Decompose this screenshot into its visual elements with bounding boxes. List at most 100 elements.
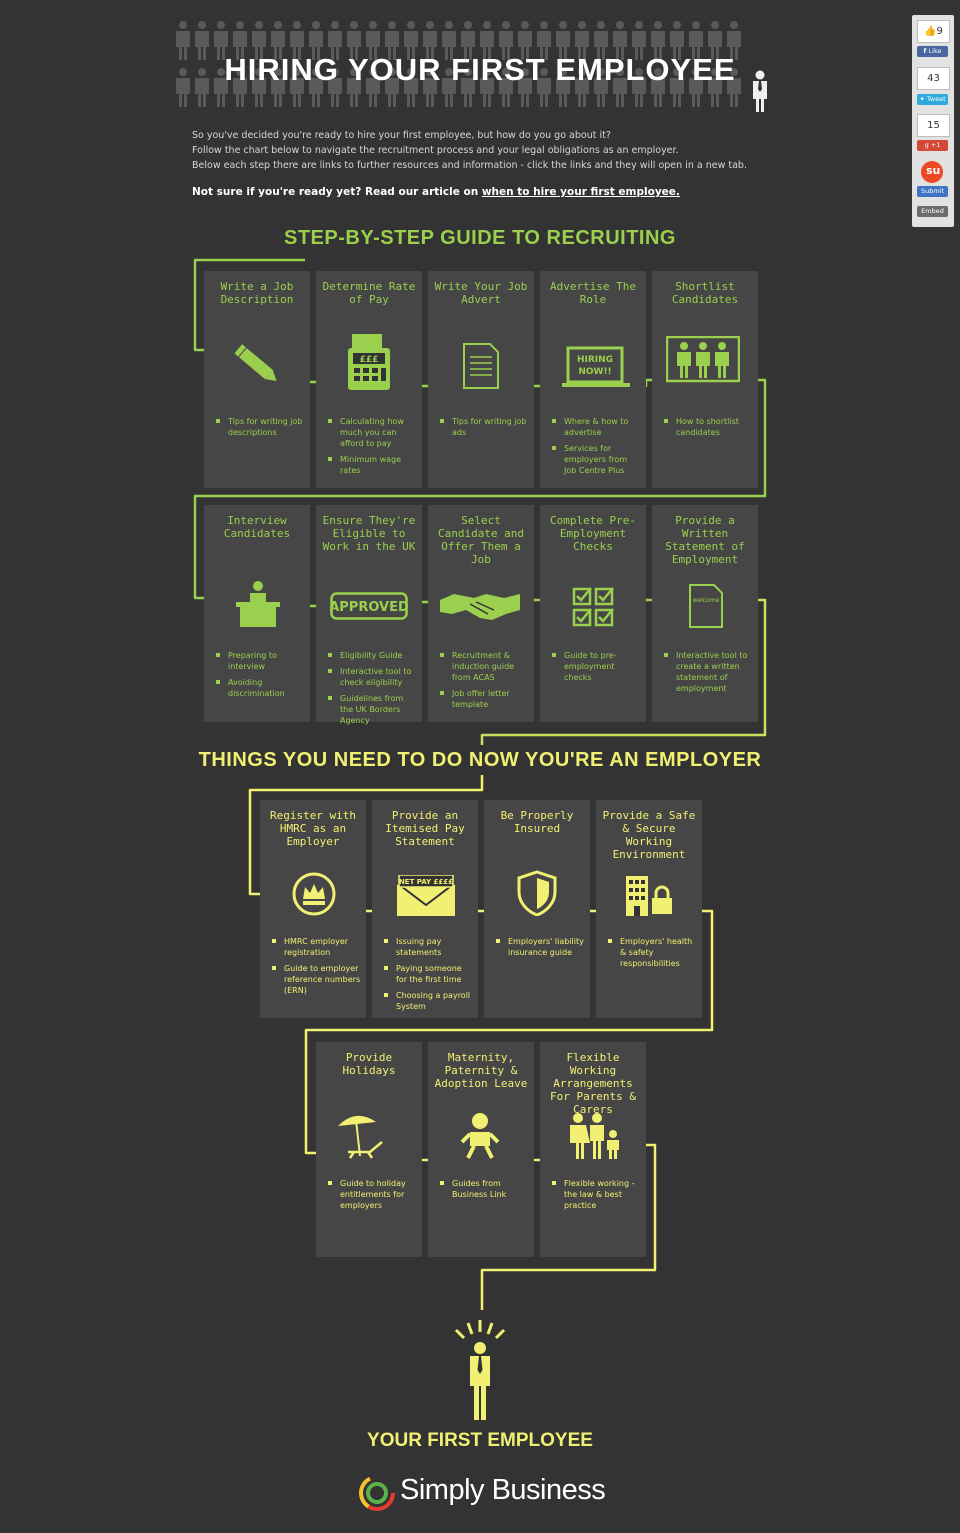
crowd-person-head [673,21,681,29]
crowd-person-head [407,68,415,76]
resource-link[interactable]: Calculating how much you can afford to p… [328,416,418,449]
resource-link[interactable]: HMRC employer registration [272,936,362,958]
crowd-person-head [331,21,339,29]
resource-links: Tips for writing job descriptions [216,416,306,443]
crowd-person-body [214,78,228,107]
crowd-person-head [331,68,339,76]
crowd-person-head [540,68,548,76]
resource-link[interactable]: Guidelines from the UK Borders Agency [328,693,418,726]
stumbleupon-submit-button[interactable]: Submit [917,186,948,197]
resource-links: Issuing pay statements Paying someone for… [384,936,474,1017]
resource-link[interactable]: Employers' liability insurance guide [496,936,586,958]
crown-seal-icon [292,872,336,916]
crowd-person-head [559,68,567,76]
resource-link[interactable]: Paying someone for the first time [384,963,474,985]
resource-links: How to shortlist candidates [664,416,754,443]
step-card: Ensure They're Eligible to Work in the U… [316,505,422,725]
resource-links: Tips for writing job ads [440,416,530,443]
resource-link[interactable]: Tips for writing job ads [440,416,530,438]
crowd-person-head [236,21,244,29]
tweet-count: 43 [917,67,950,90]
crowd-person-body [613,31,627,60]
crowd-person-body [290,31,304,60]
resource-link[interactable]: Guide to pre-employment checks [552,650,642,683]
calculator-currency-label: £££ [360,355,379,365]
resource-link[interactable]: Interactive tool to check eligibility [328,666,418,688]
crowd-person-head [445,68,453,76]
twitter-bird-icon: ✦ [919,95,925,103]
resource-links: Preparing to interview Avoiding discrimin… [216,650,306,704]
page-title: HIRING YOUR FIRST EMPLOYEE [224,52,736,87]
crowd-person-head [388,21,396,29]
resource-link[interactable]: Recruitment & induction guide from ACAS [440,650,530,683]
interview-desk-icon [236,581,280,627]
crowd-person-body [537,31,551,60]
crowd-person-body [366,78,380,107]
resource-link[interactable]: Guide to holiday entitlements for employ… [328,1178,418,1211]
net-pay-label: NET PAY ££££ [399,878,453,886]
crowd-person-body [480,31,494,60]
crowd-person-body [651,31,665,60]
when-to-hire-link[interactable]: when to hire your first employee. [481,186,680,198]
intro-line-1: So you've decided you're ready to hire y… [192,130,611,141]
crowd-person-body [252,31,266,60]
resource-link[interactable]: Interactive tool to create a written sta… [664,650,754,694]
family-icon [570,1113,619,1159]
social-share-bar: 👍9 f Like 43 ✦ Tweet 15 g +1 su Submit E… [912,15,954,227]
resource-links: Flexible working - the law & best practi… [552,1178,642,1216]
crowd-person-head [198,68,206,76]
tweet-button[interactable]: ✦ Tweet [917,94,948,105]
step-card: Provide a Written Statement of Employmen… [652,505,758,722]
step-title: Shortlist Candidates [671,280,739,306]
google-plus-button[interactable]: g +1 [917,140,948,151]
crowd-person-head [521,68,529,76]
embed-button[interactable]: Embed [917,206,948,217]
simply-business-logo-icon [359,1475,395,1511]
crowd-person-body [385,78,399,107]
facebook-icon: f [923,47,929,55]
step-title: Determine Rate of Pay [322,280,416,306]
resource-links: Interactive tool to create a written sta… [664,650,754,699]
resource-link[interactable]: Flexible working - the law & best practi… [552,1178,642,1211]
resource-link[interactable]: Services for employers from Job Centre P… [552,443,642,476]
section2-heading: THINGS YOU NEED TO DO NOW YOU'RE AN EMPL… [198,749,762,771]
crowd-person-head [464,68,472,76]
resource-link[interactable]: Choosing a payroll System [384,990,474,1012]
resource-link[interactable]: Eligibility Guide [328,650,418,661]
step-card: Determine Rate of Pay Calculating how muc… [316,271,422,488]
crowd-person-body [632,31,646,60]
resource-link[interactable]: Avoiding discrimination [216,677,306,699]
resource-link[interactable]: Minimum wage rates [328,454,418,476]
stumbleupon-icon[interactable]: su [921,161,943,183]
not-sure-text: Not sure if you're ready yet? Read our a… [192,186,680,198]
resource-link[interactable]: Guides from Business Link [440,1178,530,1200]
step-title: Provide an Itemised Pay Statement [385,809,465,848]
resource-link[interactable]: Preparing to interview [216,650,306,672]
crowd-person-body [689,78,703,107]
resource-link[interactable]: Job offer letter template [440,688,530,710]
facebook-like-button[interactable]: f Like [917,46,948,57]
crowd-person-head [711,21,719,29]
crowd-person-head [673,68,681,76]
crowd-person-head [559,21,567,29]
resource-link[interactable]: How to shortlist candidates [664,416,754,438]
resource-link[interactable]: Tips for writing job descriptions [216,416,306,438]
shield-icon [517,870,557,916]
resource-link[interactable]: Guide to employer reference numbers (ERN… [272,963,362,996]
crowd-person-body [347,78,361,107]
step-title: Maternity, Paternity & Adoption Leave [434,1051,528,1090]
step-title: Interview Candidates [223,514,291,540]
resource-link[interactable]: Employers' health & safety responsibilit… [608,936,698,969]
crowd-person-head [445,21,453,29]
step-title: Complete Pre-Employment Checks [549,514,637,553]
crowd-person-head [312,21,320,29]
resource-link[interactable]: Issuing pay statements [384,936,474,958]
crowd-person-body [556,78,570,107]
step-title: Write a Job Description [220,280,294,306]
crowd-person-body [366,31,380,60]
resource-link[interactable]: Where & how to advertise [552,416,642,438]
crowd-person-head [217,68,225,76]
crowd-person-head [274,68,282,76]
step-title: Write Your Job Advert [434,280,528,306]
step-card: Select Candidate and Offer Them a Job Rec… [428,505,534,722]
